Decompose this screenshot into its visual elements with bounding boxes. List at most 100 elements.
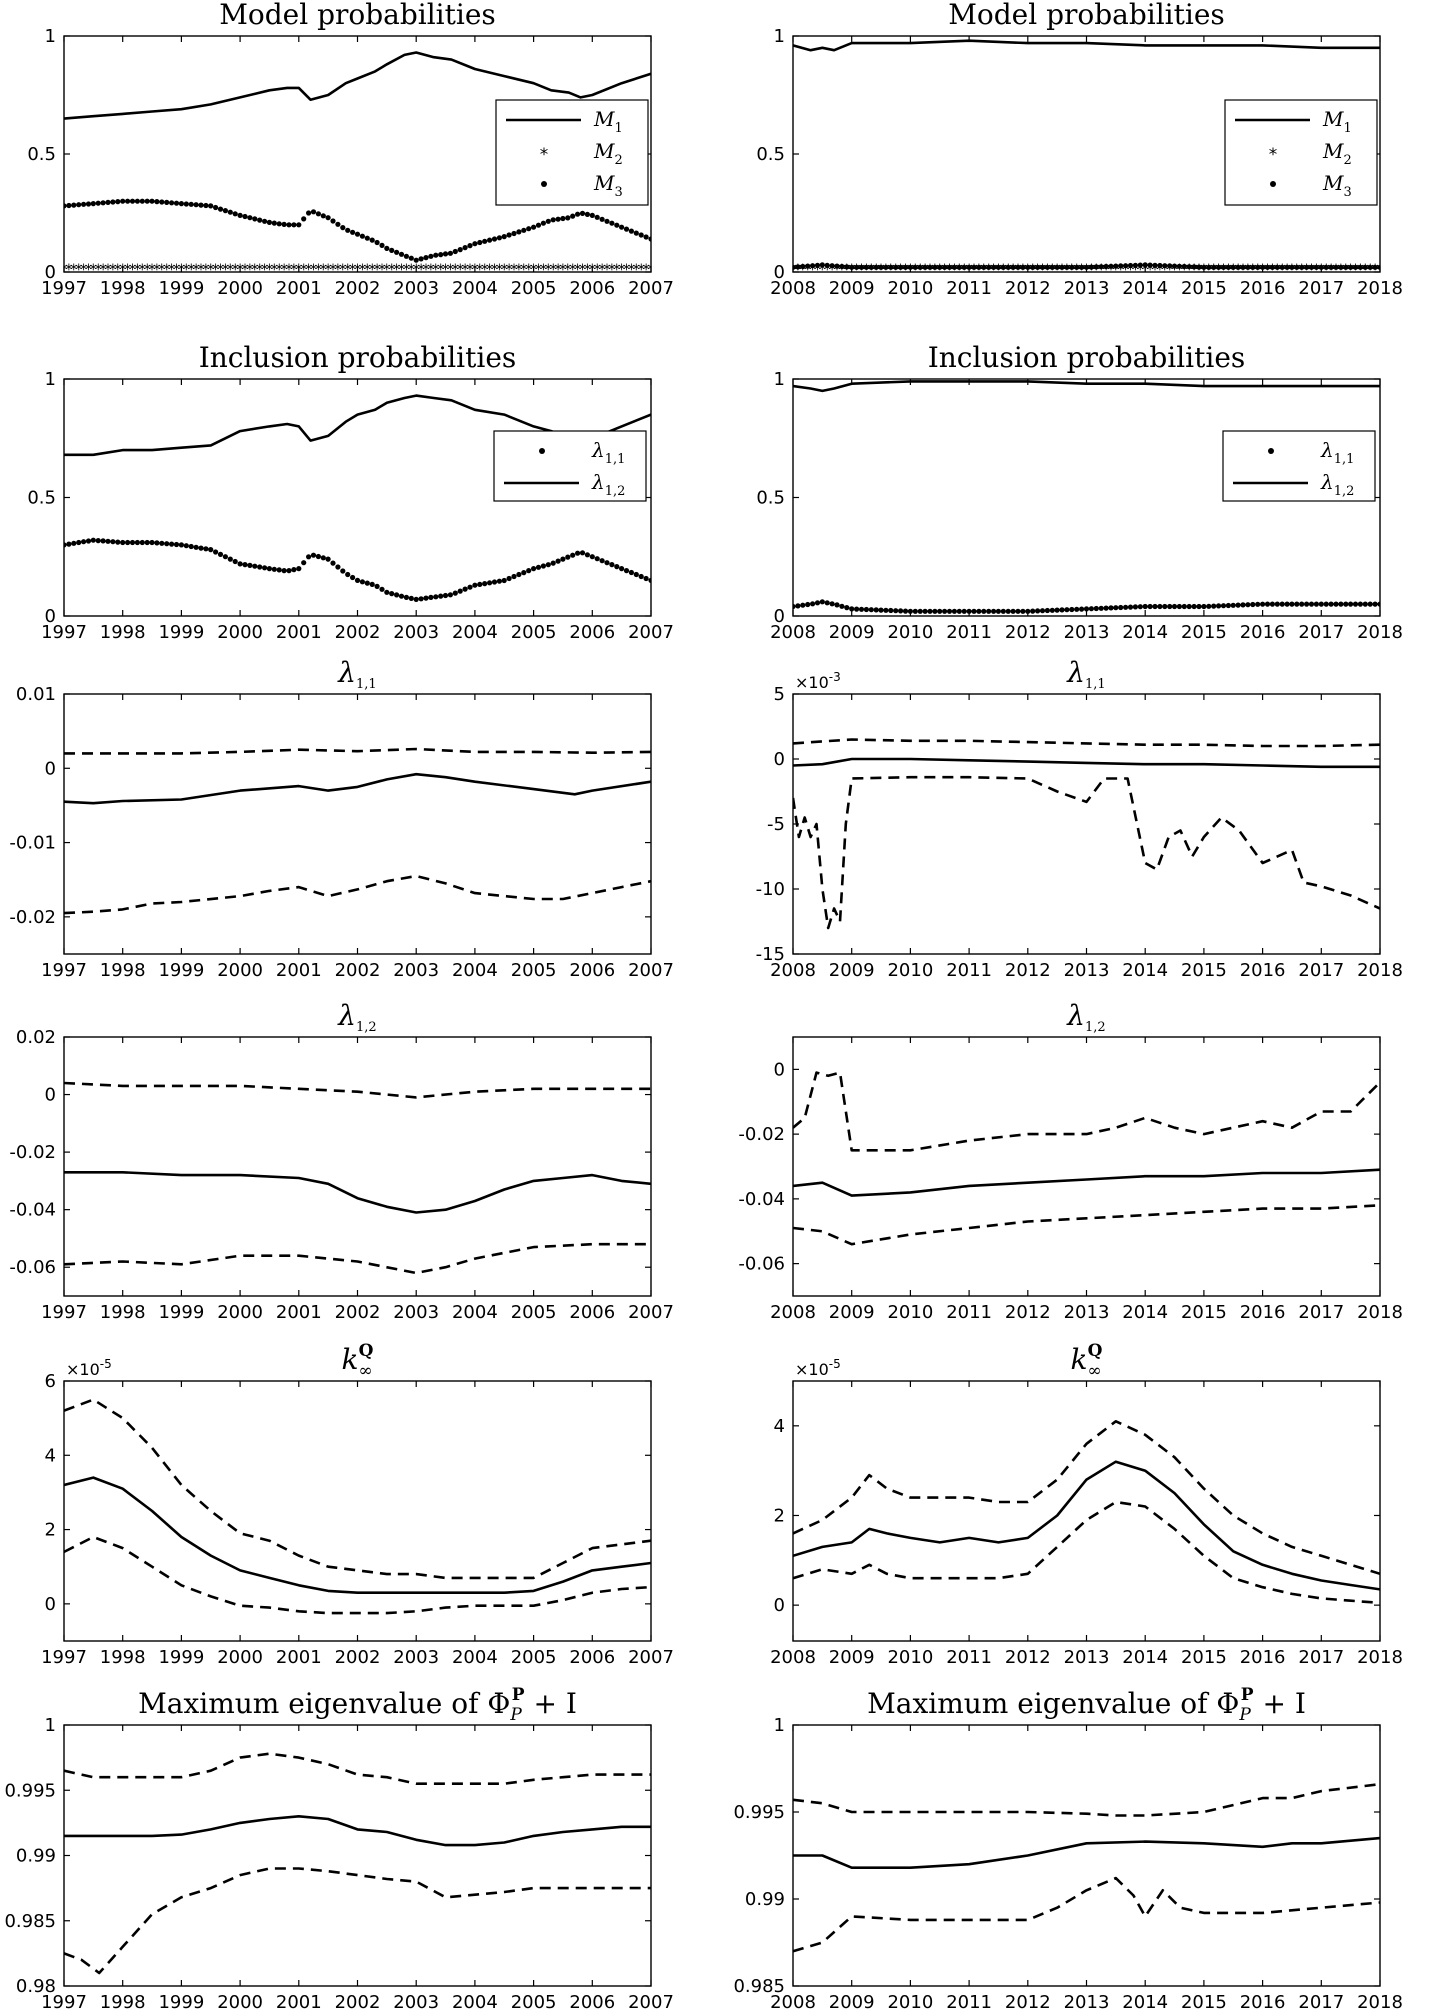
- series-marker-11: [1000, 608, 1006, 614]
- series-marker-m3: [125, 198, 131, 204]
- x-tick-label: 2005: [511, 1647, 557, 1668]
- series-marker-m2: *: [442, 260, 450, 278]
- series-marker-m2: *: [569, 260, 577, 278]
- series-marker-m3: [203, 202, 209, 209]
- series-marker-m2: *: [456, 260, 464, 278]
- series-marker-11: [169, 541, 175, 547]
- series-marker-m2: *: [481, 260, 489, 278]
- x-tick-label: 1999: [158, 1647, 204, 1668]
- series-marker-m3: [193, 202, 199, 208]
- series-marker-11: [1118, 604, 1124, 611]
- series-marker-11: [472, 582, 478, 588]
- series-marker-11: [232, 558, 238, 565]
- series-group: ****************************************…: [793, 39, 1380, 272]
- x-tick-label: 1997: [41, 960, 87, 981]
- series-marker-11: [976, 608, 982, 614]
- series-marker-11: [1176, 603, 1182, 610]
- series-line-band-0: [64, 1081, 651, 1099]
- series-marker-m3: [418, 256, 424, 262]
- series-marker-11: [1191, 603, 1197, 610]
- series-marker-m2: *: [280, 260, 288, 278]
- x-tick-label: 2013: [1064, 1647, 1110, 1668]
- x-tick-label: 2011: [946, 1302, 992, 1323]
- series-marker-m2: *: [236, 260, 244, 278]
- series-marker-11: [496, 578, 502, 584]
- series-marker-11: [540, 563, 547, 569]
- series-marker-m3: [1152, 262, 1158, 268]
- series-marker-m3: [1074, 264, 1080, 270]
- series-marker-m2: *: [153, 260, 161, 278]
- y-exponent-label: ×10-3: [795, 670, 841, 692]
- series-marker-m2: *: [388, 260, 396, 278]
- x-tick-label: 2010: [887, 1647, 933, 1668]
- x-tick-label: 2013: [1064, 1302, 1110, 1323]
- x-tick-label: 2013: [1064, 278, 1110, 299]
- series-marker-11: [134, 539, 140, 546]
- series-marker-11: [883, 607, 889, 613]
- series-marker-m3: [217, 206, 224, 212]
- series-marker-m3: [310, 209, 317, 215]
- legend-label: M2: [593, 139, 623, 168]
- series-marker-m2: *: [525, 260, 533, 278]
- series-marker-m2: *: [168, 260, 176, 278]
- series-line-band-1: [793, 1836, 1380, 1869]
- x-tick-label: 2005: [511, 622, 557, 643]
- series-marker-m2: *: [589, 260, 597, 278]
- series-marker-m3: [237, 212, 243, 218]
- series-marker-11: [149, 539, 155, 546]
- x-tick-label: 2014: [1122, 1302, 1168, 1323]
- series-marker-11: [829, 601, 835, 607]
- series-marker-11: [1250, 601, 1256, 608]
- series-marker-m3: [1211, 264, 1217, 270]
- plot-frame: [63, 693, 652, 955]
- y-tick-label: 0.5: [27, 144, 56, 165]
- series-marker-m3: [1142, 262, 1148, 268]
- x-tick-label: 2013: [1064, 1992, 1110, 2013]
- series-marker-11: [1201, 603, 1207, 610]
- series-marker-m3: [81, 201, 87, 207]
- series-line-band-1: [64, 1171, 651, 1214]
- x-tick-label: 2007: [628, 1992, 674, 2013]
- series-marker-11: [956, 608, 962, 614]
- series-group: [64, 1752, 651, 1975]
- series-marker-m3: [159, 199, 165, 205]
- series-marker-11: [937, 608, 943, 614]
- series-marker-m3: [134, 198, 140, 204]
- series-group: [793, 380, 1380, 614]
- x-tick-label: 1997: [41, 1647, 87, 1668]
- x-tick-label: 2010: [887, 1302, 933, 1323]
- series-marker-m3: [633, 230, 639, 236]
- series-marker-11: [844, 605, 850, 611]
- series-marker-m3: [433, 252, 439, 258]
- series-marker-11: [76, 539, 82, 546]
- series-marker-m2: *: [520, 260, 528, 278]
- legend-label: M3: [1322, 171, 1352, 200]
- series-marker-m2: *: [579, 260, 587, 278]
- series-marker-m3: [858, 264, 865, 270]
- series-marker-m3: [643, 234, 649, 240]
- x-tick-label: 2015: [1181, 1992, 1227, 2013]
- series-marker-11: [643, 575, 649, 582]
- y-tick-label: 1: [45, 26, 56, 47]
- series-marker-11: [198, 545, 204, 551]
- plot-frame: [63, 1380, 652, 1642]
- series-marker-m3: [452, 248, 458, 255]
- x-tick-label: 2000: [217, 960, 263, 981]
- series-marker-m2: *: [412, 260, 420, 278]
- series-marker-11: [433, 594, 439, 600]
- series-marker-11: [839, 603, 845, 609]
- series-marker-11: [917, 608, 923, 614]
- x-tick-label: 2009: [829, 622, 875, 643]
- y-tick-label: -15: [756, 944, 785, 965]
- x-tick-label: 2004: [452, 278, 498, 299]
- y-tick-label: 1: [774, 26, 785, 47]
- series-marker-11: [589, 554, 595, 560]
- chart-title: Maximum eigenvalue of ΦPP + I: [138, 1685, 577, 1725]
- y-exponent-label: ×10-5: [66, 1357, 112, 1379]
- series-marker-m2: *: [334, 260, 342, 278]
- series-marker-m3: [1147, 262, 1153, 268]
- series-marker-m3: [898, 264, 904, 270]
- series-marker-m2: *: [246, 260, 254, 278]
- series-marker-m3: [291, 222, 297, 228]
- series-marker-m2: *: [329, 260, 337, 278]
